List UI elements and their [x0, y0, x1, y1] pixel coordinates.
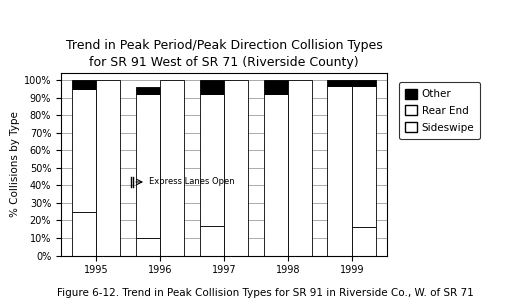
- Bar: [72, 89, 96, 212]
- Bar: [352, 86, 376, 227]
- Bar: [288, 80, 312, 256]
- Text: Figure 6-12. Trend in Peak Collision Types for SR 91 in Riverside Co., W. of SR : Figure 6-12. Trend in Peak Collision Typ…: [57, 288, 473, 298]
- Bar: [72, 212, 96, 256]
- Bar: [263, 80, 288, 95]
- Text: Express Lanes Open: Express Lanes Open: [148, 177, 234, 186]
- Legend: Other, Rear End, Sideswipe: Other, Rear End, Sideswipe: [399, 82, 480, 139]
- Bar: [328, 80, 352, 86]
- Bar: [352, 80, 376, 86]
- Bar: [263, 95, 288, 256]
- Bar: [352, 227, 376, 256]
- Bar: [96, 80, 120, 256]
- Bar: [160, 80, 184, 256]
- Bar: [200, 80, 224, 95]
- Bar: [72, 80, 96, 89]
- Bar: [328, 86, 352, 256]
- Bar: [136, 95, 160, 238]
- Bar: [200, 95, 224, 226]
- Bar: [224, 80, 248, 256]
- Y-axis label: % Collisions by Type: % Collisions by Type: [10, 112, 20, 217]
- Bar: [200, 226, 224, 256]
- Title: Trend in Peak Period/Peak Direction Collision Types
for SR 91 West of SR 71 (Riv: Trend in Peak Period/Peak Direction Coll…: [66, 39, 382, 69]
- Bar: [136, 238, 160, 256]
- Bar: [136, 88, 160, 95]
